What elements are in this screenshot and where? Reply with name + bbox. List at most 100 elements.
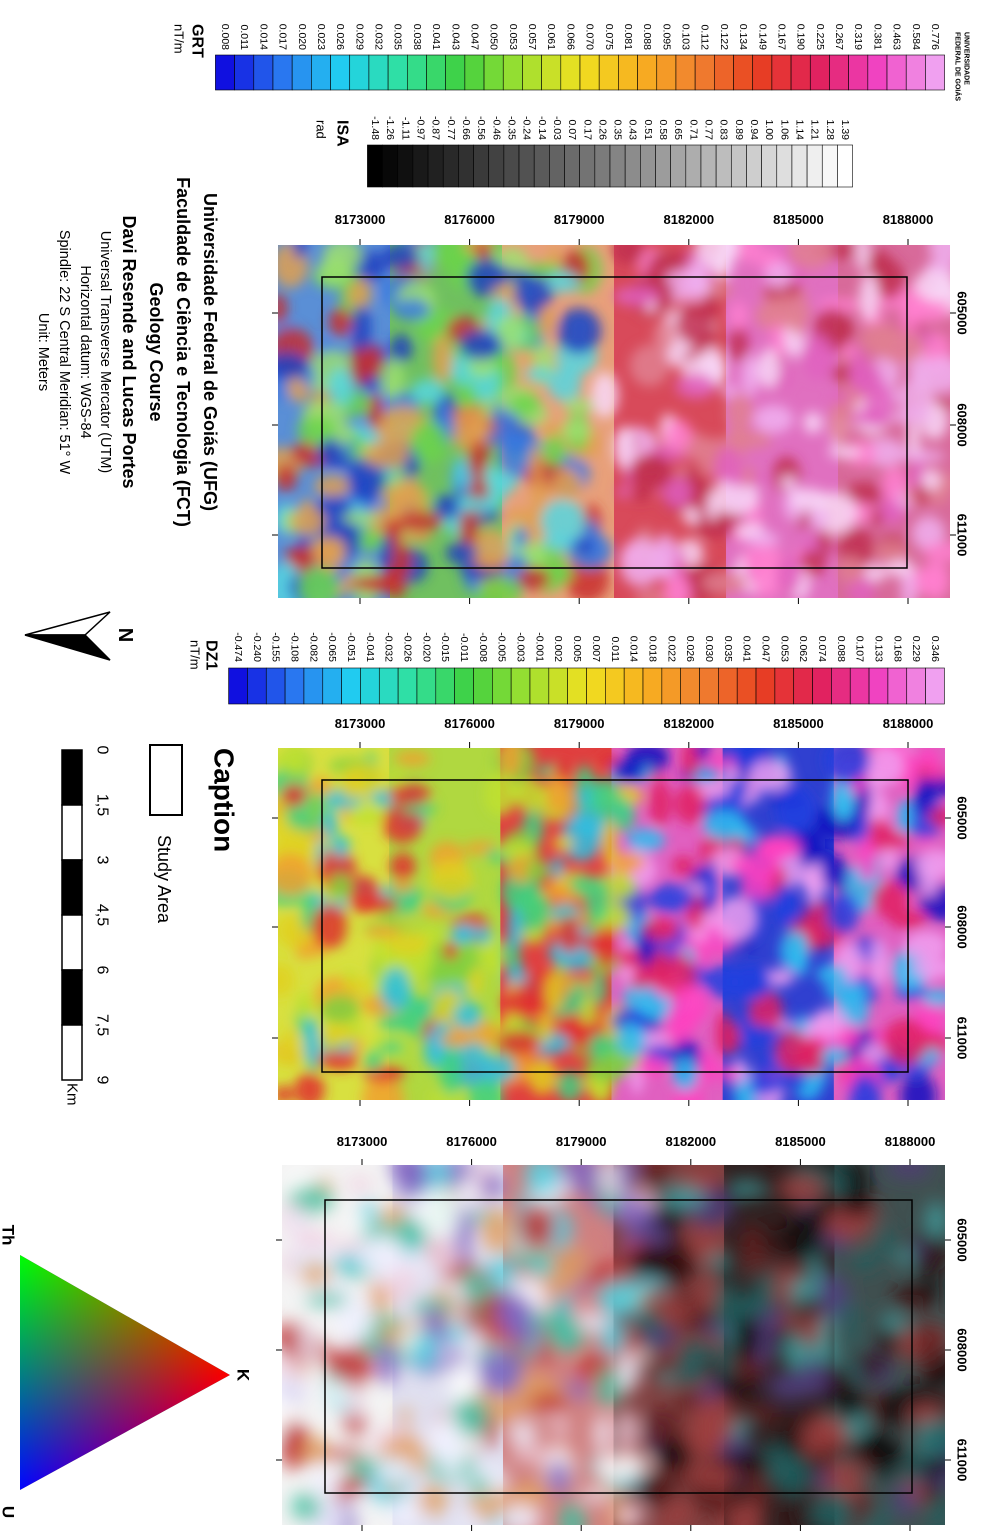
raster-blob: [598, 1280, 641, 1315]
raster-blob: [519, 1202, 556, 1251]
legend-swatch: [253, 54, 274, 91]
raster-blob: [278, 853, 314, 896]
legend-swatch: [637, 54, 658, 91]
raster-blob: [854, 1249, 876, 1272]
easting-label: 611000: [955, 1017, 970, 1060]
raster-blob: [863, 249, 892, 274]
raster-blob: [590, 1189, 604, 1212]
legend-label: -0.020: [420, 632, 432, 662]
legend-label: 0.030: [703, 636, 715, 662]
raster-blob: [316, 256, 353, 287]
northing-label: 8188000: [885, 1134, 936, 1149]
legend-label: -0.001: [533, 632, 545, 662]
raster-blob: [410, 1299, 456, 1314]
raster-blob: [831, 320, 855, 337]
legend-swatch: [809, 54, 830, 91]
raster-blob: [727, 778, 749, 802]
raster-blob: [747, 532, 780, 547]
raster-blob: [389, 852, 416, 880]
raster-blob: [540, 499, 586, 544]
raster-blob: [563, 398, 595, 414]
legend-label: 0.075: [603, 24, 615, 50]
raster-blob: [594, 1453, 641, 1481]
raster-blob: [729, 964, 772, 1001]
raster-blob: [910, 1254, 945, 1270]
raster-blob: [331, 835, 351, 858]
raster-blob: [480, 1174, 505, 1198]
raster-blob: [905, 794, 945, 839]
raster-blob: [619, 538, 663, 587]
raster-blob: [900, 299, 920, 334]
raster-blob: [670, 985, 709, 1026]
legend-swatch: [680, 667, 700, 705]
raster-blob: [913, 269, 950, 302]
raster-blob: [545, 775, 573, 815]
legend-swatch: [624, 144, 641, 188]
raster-blob: [468, 440, 489, 479]
easting-label: 605000: [955, 291, 970, 334]
legend-swatch: [473, 144, 490, 188]
legend-swatch: [656, 54, 677, 91]
raster-blob: [290, 507, 326, 536]
raster-blob: [912, 516, 946, 551]
raster-blob: [713, 1281, 738, 1329]
legend-swatch: [303, 667, 324, 705]
legend-swatch: [831, 667, 851, 705]
raster-blob: [681, 748, 700, 778]
legend-label: -0.77: [445, 116, 457, 140]
legend-swatch: [349, 54, 370, 91]
map-raster: [278, 245, 950, 598]
legend-swatch: [579, 144, 596, 188]
raster-blob: [885, 1165, 932, 1178]
legend-swatch: [416, 667, 437, 705]
raster-blob: [726, 393, 754, 431]
legend-swatch: [228, 667, 248, 705]
raster-blob: [514, 526, 529, 548]
legend-swatch: [247, 667, 267, 705]
northing-label: 8176000: [444, 716, 495, 731]
raster-blob: [617, 485, 631, 499]
legend-swatch: [458, 144, 474, 188]
legend-swatch: [925, 667, 945, 705]
legend-label: 0.26: [596, 120, 608, 141]
raster-blob: [477, 1350, 523, 1395]
legend-label: -0.474: [232, 632, 244, 662]
legend-label: -0.240: [251, 632, 263, 662]
raster-blob: [342, 764, 361, 801]
raster-blob: [311, 1468, 341, 1500]
raster-blob: [461, 1268, 483, 1297]
raster-blob: [779, 1174, 824, 1205]
legend-swatch: [821, 144, 838, 188]
legend-label: 0.89: [733, 120, 745, 141]
raster-blob: [313, 475, 352, 497]
legend-label: -0.97: [414, 116, 426, 140]
legend-swatch: [776, 144, 793, 188]
raster-blob: [510, 393, 541, 416]
raster-blob: [878, 1226, 893, 1260]
raster-blob: [663, 476, 692, 509]
raster-blob: [753, 405, 794, 434]
raster-blob: [376, 1338, 399, 1386]
legend-label: 0.07: [566, 120, 578, 141]
legend-swatch: [700, 144, 717, 188]
raster-blob: [498, 1030, 540, 1056]
legend-swatch: [618, 54, 638, 91]
raster-blob: [607, 1196, 651, 1227]
raster-blob: [838, 556, 864, 584]
raster-blob: [764, 262, 793, 289]
raster-blobs: [282, 1165, 945, 1525]
arrow-half: [24, 611, 111, 636]
raster-blob: [921, 988, 945, 1007]
raster-blob: [655, 1260, 698, 1281]
legend-label: 0.71: [687, 120, 699, 141]
legend-label: 1.28: [824, 120, 836, 141]
raster-blob: [659, 1185, 706, 1210]
map-panel: 8173000 8176000 8179000 8182000 8185000 81880…: [272, 716, 970, 1106]
raster-blob: [380, 967, 411, 1012]
raster-blob: [556, 307, 602, 354]
northing-label: 8185000: [773, 212, 824, 227]
raster-blob: [925, 1470, 939, 1507]
raster-blob: [352, 1215, 369, 1236]
map-panel: 8173000 8176000 8179000 8182000 8185000 81880…: [272, 212, 970, 604]
raster-blob: [748, 759, 793, 792]
